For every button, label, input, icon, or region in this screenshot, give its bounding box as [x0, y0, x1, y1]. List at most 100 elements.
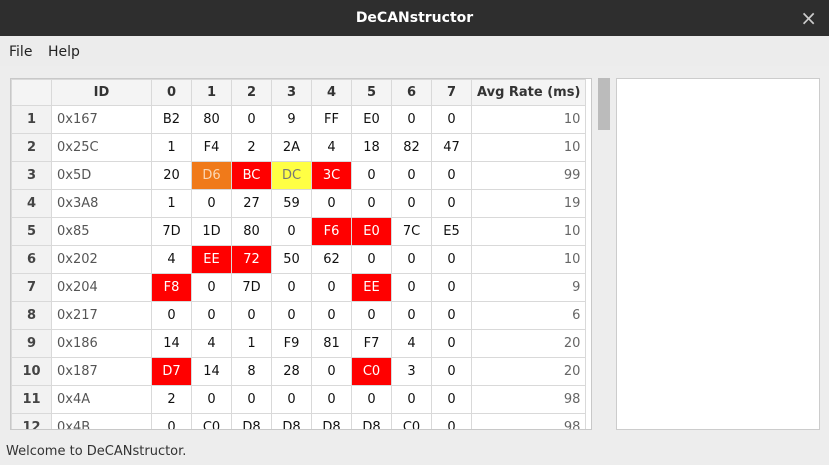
byte-cell: D8 — [231, 413, 272, 429]
byte-cell: 0 — [431, 413, 472, 429]
byte-cell: 59 — [271, 189, 312, 218]
byte-cell: 7D — [231, 273, 272, 302]
byte-cell-highlight: D6 — [191, 161, 232, 190]
menu-file[interactable]: File — [9, 44, 33, 60]
byte-cell: 0 — [151, 301, 192, 330]
byte-cell: 0 — [431, 189, 472, 218]
close-button[interactable]: × — [800, 6, 817, 30]
row-number: 9 — [11, 329, 52, 358]
avg-rate: 19 — [470, 189, 587, 218]
byte-cell-highlight: F8 — [151, 273, 192, 302]
byte-cell: 47 — [431, 133, 472, 162]
byte-cell: 0 — [271, 217, 312, 246]
table-row: 8 0x217 0 0 0 0 0 0 0 0 6 — [11, 301, 587, 330]
column-header: 2 — [231, 79, 272, 106]
byte-cell-highlight: 72 — [231, 245, 272, 274]
can-table: ID 0 1 2 3 4 5 6 7 Avg Rate (ms) 1 0x167 B2 80 0 9 FF E0 0… — [11, 79, 587, 429]
row-number: 10 — [11, 357, 52, 386]
byte-cell: 2 — [151, 385, 192, 414]
table-row: 10 0x187 D7 14 8 28 0 C0 3 0 20 — [11, 357, 587, 386]
byte-cell: 4 — [191, 329, 232, 358]
table-view: ID 0 1 2 3 4 5 6 7 Avg Rate (ms) 1 0x167 B2 80 0 9 FF E0 0… — [10, 78, 592, 430]
byte-cell: 0 — [431, 329, 472, 358]
byte-cell: D8 — [311, 413, 352, 429]
byte-cell: 0 — [311, 385, 352, 414]
column-header: Avg Rate (ms) — [470, 79, 587, 106]
avg-rate: 9 — [470, 273, 587, 302]
byte-cell: 0 — [431, 357, 472, 386]
byte-cell: D8 — [271, 413, 312, 429]
byte-cell: F4 — [191, 133, 232, 162]
byte-cell: 0 — [351, 245, 392, 274]
can-id: 0x5D — [51, 161, 152, 190]
byte-cell: 0 — [191, 301, 232, 330]
byte-cell: 81 — [311, 329, 352, 358]
can-id: 0x167 — [51, 105, 152, 134]
row-number: 5 — [11, 217, 52, 246]
byte-cell: 0 — [391, 273, 432, 302]
menu-help[interactable]: Help — [48, 44, 80, 60]
byte-cell: 0 — [311, 357, 352, 386]
table-row: 2 0x25C 1 F4 2 2A 4 18 82 47 10 — [11, 133, 587, 162]
byte-cell: 1 — [231, 329, 272, 358]
byte-cell: 1 — [151, 189, 192, 218]
scrollbar[interactable] — [598, 78, 610, 130]
window-title: DeCANstructor — [355, 10, 474, 26]
byte-cell: 0 — [231, 301, 272, 330]
column-header: 5 — [351, 79, 392, 106]
byte-cell: 0 — [271, 301, 312, 330]
byte-cell-highlight: C0 — [351, 357, 392, 386]
avg-rate: 10 — [470, 133, 587, 162]
table-row: 3 0x5D 20 D6 BC DC 3C 0 0 0 99 — [11, 161, 587, 190]
byte-cell: 4 — [151, 245, 192, 274]
byte-cell: 0 — [351, 161, 392, 190]
byte-cell: 50 — [271, 245, 312, 274]
byte-cell: 0 — [271, 385, 312, 414]
table-row: 7 0x204 F8 0 7D 0 0 EE 0 0 9 — [11, 273, 587, 302]
byte-cell: E5 — [431, 217, 472, 246]
byte-cell: 20 — [151, 161, 192, 190]
can-id: 0x4B — [51, 413, 152, 429]
byte-cell: 0 — [431, 245, 472, 274]
byte-cell: 0 — [351, 189, 392, 218]
byte-cell: 1D — [191, 217, 232, 246]
byte-cell: 0 — [191, 385, 232, 414]
table-row: 9 0x186 14 4 1 F9 81 F7 4 0 20 — [11, 329, 587, 358]
table-row: 1 0x167 B2 80 0 9 FF E0 0 0 10 — [11, 105, 587, 134]
byte-cell: 27 — [231, 189, 272, 218]
row-number: 8 — [11, 301, 52, 330]
avg-rate: 99 — [470, 161, 587, 190]
byte-cell: 8 — [231, 357, 272, 386]
avg-rate: 20 — [470, 329, 587, 358]
byte-cell: 0 — [231, 385, 272, 414]
side-panel — [616, 78, 820, 430]
can-id: 0x186 — [51, 329, 152, 358]
byte-cell: 1 — [151, 133, 192, 162]
byte-cell: 0 — [191, 189, 232, 218]
byte-cell: 0 — [391, 385, 432, 414]
byte-cell: C0 — [391, 413, 432, 429]
avg-rate: 10 — [470, 217, 587, 246]
byte-cell-highlight: EE — [351, 273, 392, 302]
byte-cell-highlight: EE — [191, 245, 232, 274]
column-header: 4 — [311, 79, 352, 106]
byte-cell: 14 — [151, 329, 192, 358]
byte-cell: 9 — [271, 105, 312, 134]
byte-cell-highlight: 3C — [311, 161, 352, 190]
byte-cell: 0 — [391, 189, 432, 218]
table-row: 4 0x3A8 1 0 27 59 0 0 0 0 19 — [11, 189, 587, 218]
byte-cell: D8 — [351, 413, 392, 429]
can-id: 0x3A8 — [51, 189, 152, 218]
byte-cell: E0 — [351, 105, 392, 134]
can-id: 0x4A — [51, 385, 152, 414]
status-bar: Welcome to DeCANstructor. — [6, 444, 187, 459]
can-id: 0x204 — [51, 273, 152, 302]
avg-rate: 6 — [470, 301, 587, 330]
row-number: 11 — [11, 385, 52, 414]
byte-cell: 0 — [431, 385, 472, 414]
table-row: 5 0x85 7D 1D 80 0 F6 E0 7C E5 10 — [11, 217, 587, 246]
byte-cell: 0 — [391, 245, 432, 274]
byte-cell: 28 — [271, 357, 312, 386]
header-row: ID 0 1 2 3 4 5 6 7 Avg Rate (ms) — [11, 79, 587, 106]
